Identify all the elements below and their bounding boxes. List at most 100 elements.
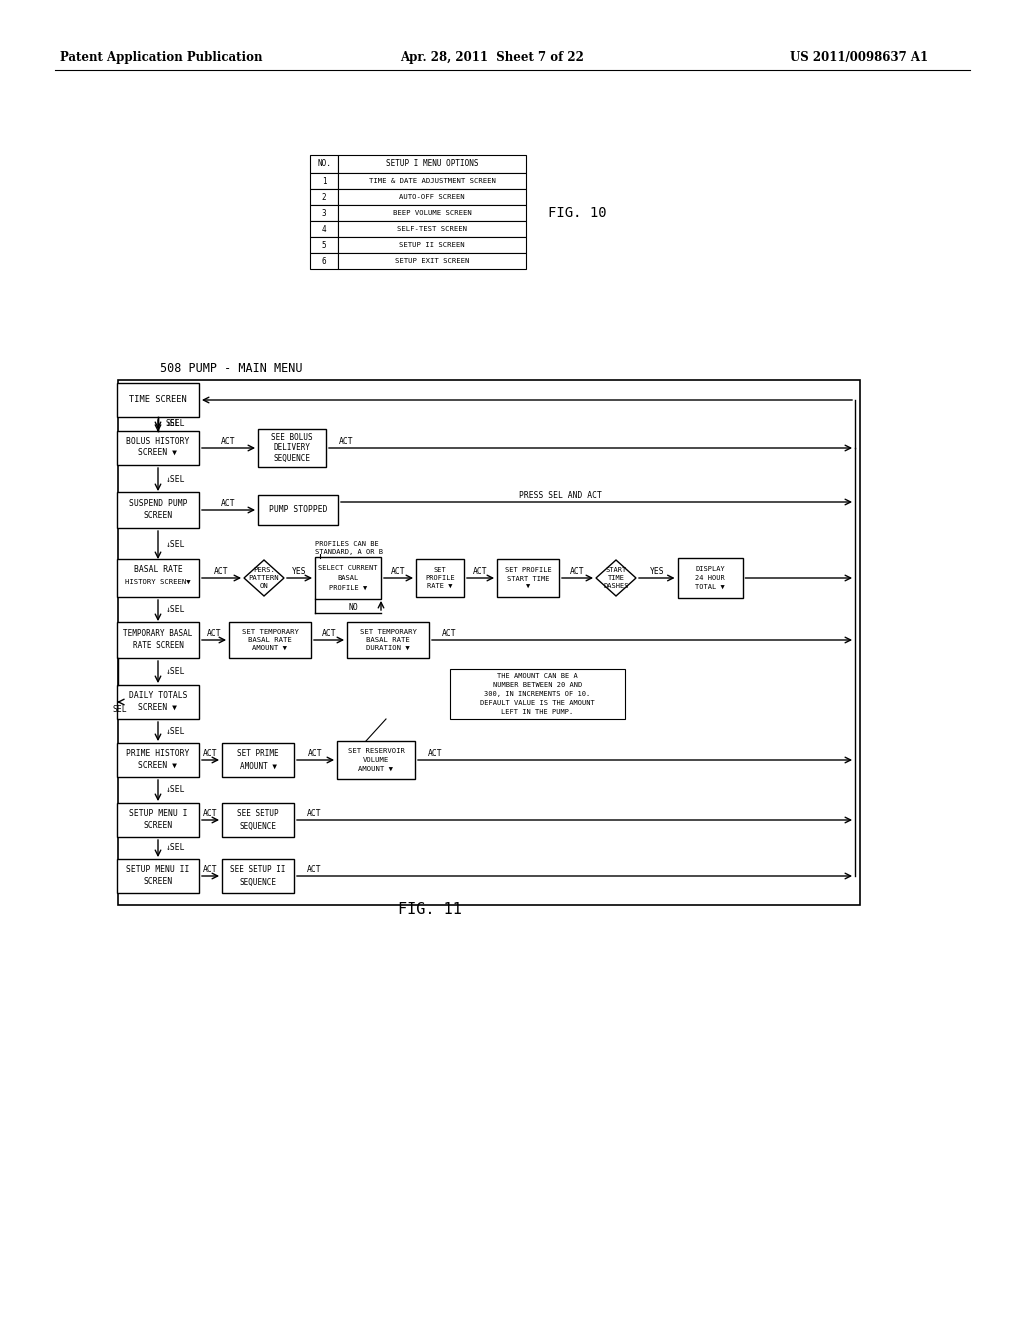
Bar (338, 189, 526, 205)
Text: HISTORY SCREEN▼: HISTORY SCREEN▼ (125, 579, 190, 585)
Bar (222, 803, 294, 837)
Text: TEMPORARY BASAL: TEMPORARY BASAL (123, 628, 193, 638)
Text: DEFAULT VALUE IS THE AMOUNT: DEFAULT VALUE IS THE AMOUNT (480, 700, 595, 706)
Text: DELIVERY: DELIVERY (273, 444, 310, 453)
Text: 6: 6 (322, 256, 327, 265)
Text: SETUP II SCREEN: SETUP II SCREEN (399, 242, 465, 248)
Text: AMOUNT ▼: AMOUNT ▼ (240, 762, 276, 771)
Bar (338, 205, 526, 220)
Bar (117, 558, 199, 597)
Text: DISPLAY: DISPLAY (695, 566, 725, 572)
Text: DASHES: DASHES (603, 583, 629, 589)
Polygon shape (596, 560, 636, 597)
Text: SETUP EXIT SCREEN: SETUP EXIT SCREEN (395, 257, 469, 264)
Text: ACT: ACT (203, 866, 218, 874)
Text: SET: SET (433, 568, 446, 573)
Text: BASAL RATE: BASAL RATE (133, 565, 182, 574)
Text: ↓SEL: ↓SEL (166, 420, 185, 429)
Bar (338, 173, 526, 189)
Text: 3: 3 (322, 209, 327, 218)
Text: SCREEN: SCREEN (143, 821, 173, 829)
Text: NO.: NO. (317, 160, 331, 169)
Text: FIG. 10: FIG. 10 (548, 206, 606, 220)
Text: FIG. 11: FIG. 11 (398, 903, 462, 917)
Text: STANDARD, A OR B: STANDARD, A OR B (315, 549, 383, 554)
Text: NUMBER BETWEEN 20 AND: NUMBER BETWEEN 20 AND (493, 682, 582, 688)
Text: SCREEN ▼: SCREEN ▼ (138, 760, 177, 770)
Text: ACT: ACT (306, 809, 322, 818)
Text: BEEP VOLUME SCREEN: BEEP VOLUME SCREEN (392, 210, 471, 216)
Text: ACT: ACT (308, 750, 323, 759)
Text: SUSPEND PUMP: SUSPEND PUMP (129, 499, 187, 507)
Text: ACT: ACT (339, 437, 353, 446)
Bar (258, 495, 338, 525)
Text: SELF-TEST SCREEN: SELF-TEST SCREEN (397, 226, 467, 232)
Text: 300, IN INCREMENTS OF 10.: 300, IN INCREMENTS OF 10. (484, 690, 591, 697)
Text: SEE SETUP: SEE SETUP (238, 809, 279, 818)
Text: DAILY TOTALS: DAILY TOTALS (129, 690, 187, 700)
Bar (497, 558, 559, 597)
Text: ACT: ACT (214, 568, 228, 577)
Text: ACT: ACT (322, 630, 336, 639)
Text: NO: NO (348, 602, 357, 611)
Bar (338, 154, 526, 173)
Text: VOLUME: VOLUME (362, 756, 389, 763)
Text: DURATION ▼: DURATION ▼ (367, 645, 410, 651)
Bar (117, 492, 199, 528)
Text: ACT: ACT (570, 568, 585, 577)
Text: SEL: SEL (113, 705, 127, 714)
Text: BASAL: BASAL (337, 576, 358, 581)
Text: PERS.: PERS. (253, 568, 274, 573)
Text: LEFT IN THE PUMP.: LEFT IN THE PUMP. (502, 709, 573, 715)
Text: Apr. 28, 2011  Sheet 7 of 22: Apr. 28, 2011 Sheet 7 of 22 (400, 51, 584, 65)
Text: SET PRIME: SET PRIME (238, 750, 279, 759)
Text: SET PROFILE: SET PROFILE (505, 568, 551, 573)
Text: 24 HOUR: 24 HOUR (695, 576, 725, 581)
Bar (310, 238, 338, 253)
Text: SEQUENCE: SEQUENCE (273, 454, 310, 462)
Bar (117, 383, 199, 417)
Bar (450, 669, 625, 719)
Bar (315, 557, 381, 599)
Text: SEL: SEL (166, 420, 180, 429)
Text: AUTO-OFF SCREEN: AUTO-OFF SCREEN (399, 194, 465, 201)
Text: US 2011/0098637 A1: US 2011/0098637 A1 (790, 51, 928, 65)
Text: THE AMOUNT CAN BE A: THE AMOUNT CAN BE A (497, 673, 578, 678)
Text: SCREEN: SCREEN (143, 876, 173, 886)
Text: Patent Application Publication: Patent Application Publication (60, 51, 262, 65)
Text: PRIME HISTORY: PRIME HISTORY (126, 748, 189, 758)
Text: ↓SEL: ↓SEL (166, 540, 185, 549)
Text: ACT: ACT (473, 568, 487, 577)
Bar (229, 622, 311, 657)
Text: PATTERN: PATTERN (249, 576, 280, 581)
Text: TIME & DATE ADJUSTMENT SCREEN: TIME & DATE ADJUSTMENT SCREEN (369, 178, 496, 183)
Text: SCREEN: SCREEN (143, 511, 173, 520)
Bar (117, 803, 199, 837)
Text: 2: 2 (322, 193, 327, 202)
Text: ↓SEL: ↓SEL (166, 843, 185, 853)
Text: SET TEMPORARY: SET TEMPORARY (359, 630, 417, 635)
Text: ↓SEL: ↓SEL (166, 667, 185, 676)
Bar (310, 205, 338, 220)
Text: ↓SEL: ↓SEL (166, 785, 185, 795)
Text: 508 PUMP - MAIN MENU: 508 PUMP - MAIN MENU (160, 362, 302, 375)
Text: PROFILE ▼: PROFILE ▼ (329, 585, 368, 591)
Text: SETUP MENU I: SETUP MENU I (129, 808, 187, 817)
Text: ACT: ACT (306, 866, 322, 874)
Text: AMOUNT ▼: AMOUNT ▼ (253, 645, 288, 651)
Bar (117, 432, 199, 465)
Bar (310, 173, 338, 189)
Text: BASAL RATE: BASAL RATE (248, 638, 292, 643)
Bar (338, 253, 526, 269)
Text: TIME SCREEN: TIME SCREEN (129, 396, 186, 404)
Bar (222, 743, 294, 777)
Text: ON: ON (260, 583, 268, 589)
Text: SEE BOLUS: SEE BOLUS (271, 433, 312, 442)
Text: AMOUNT ▼: AMOUNT ▼ (358, 766, 393, 772)
Text: PROFILE: PROFILE (425, 576, 455, 581)
Text: SET RESERVOIR: SET RESERVOIR (347, 748, 404, 754)
Bar (678, 558, 742, 598)
Text: SCREEN ▼: SCREEN ▼ (138, 702, 177, 711)
Text: YES: YES (649, 568, 664, 577)
Text: SETUP MENU II: SETUP MENU II (126, 865, 189, 874)
